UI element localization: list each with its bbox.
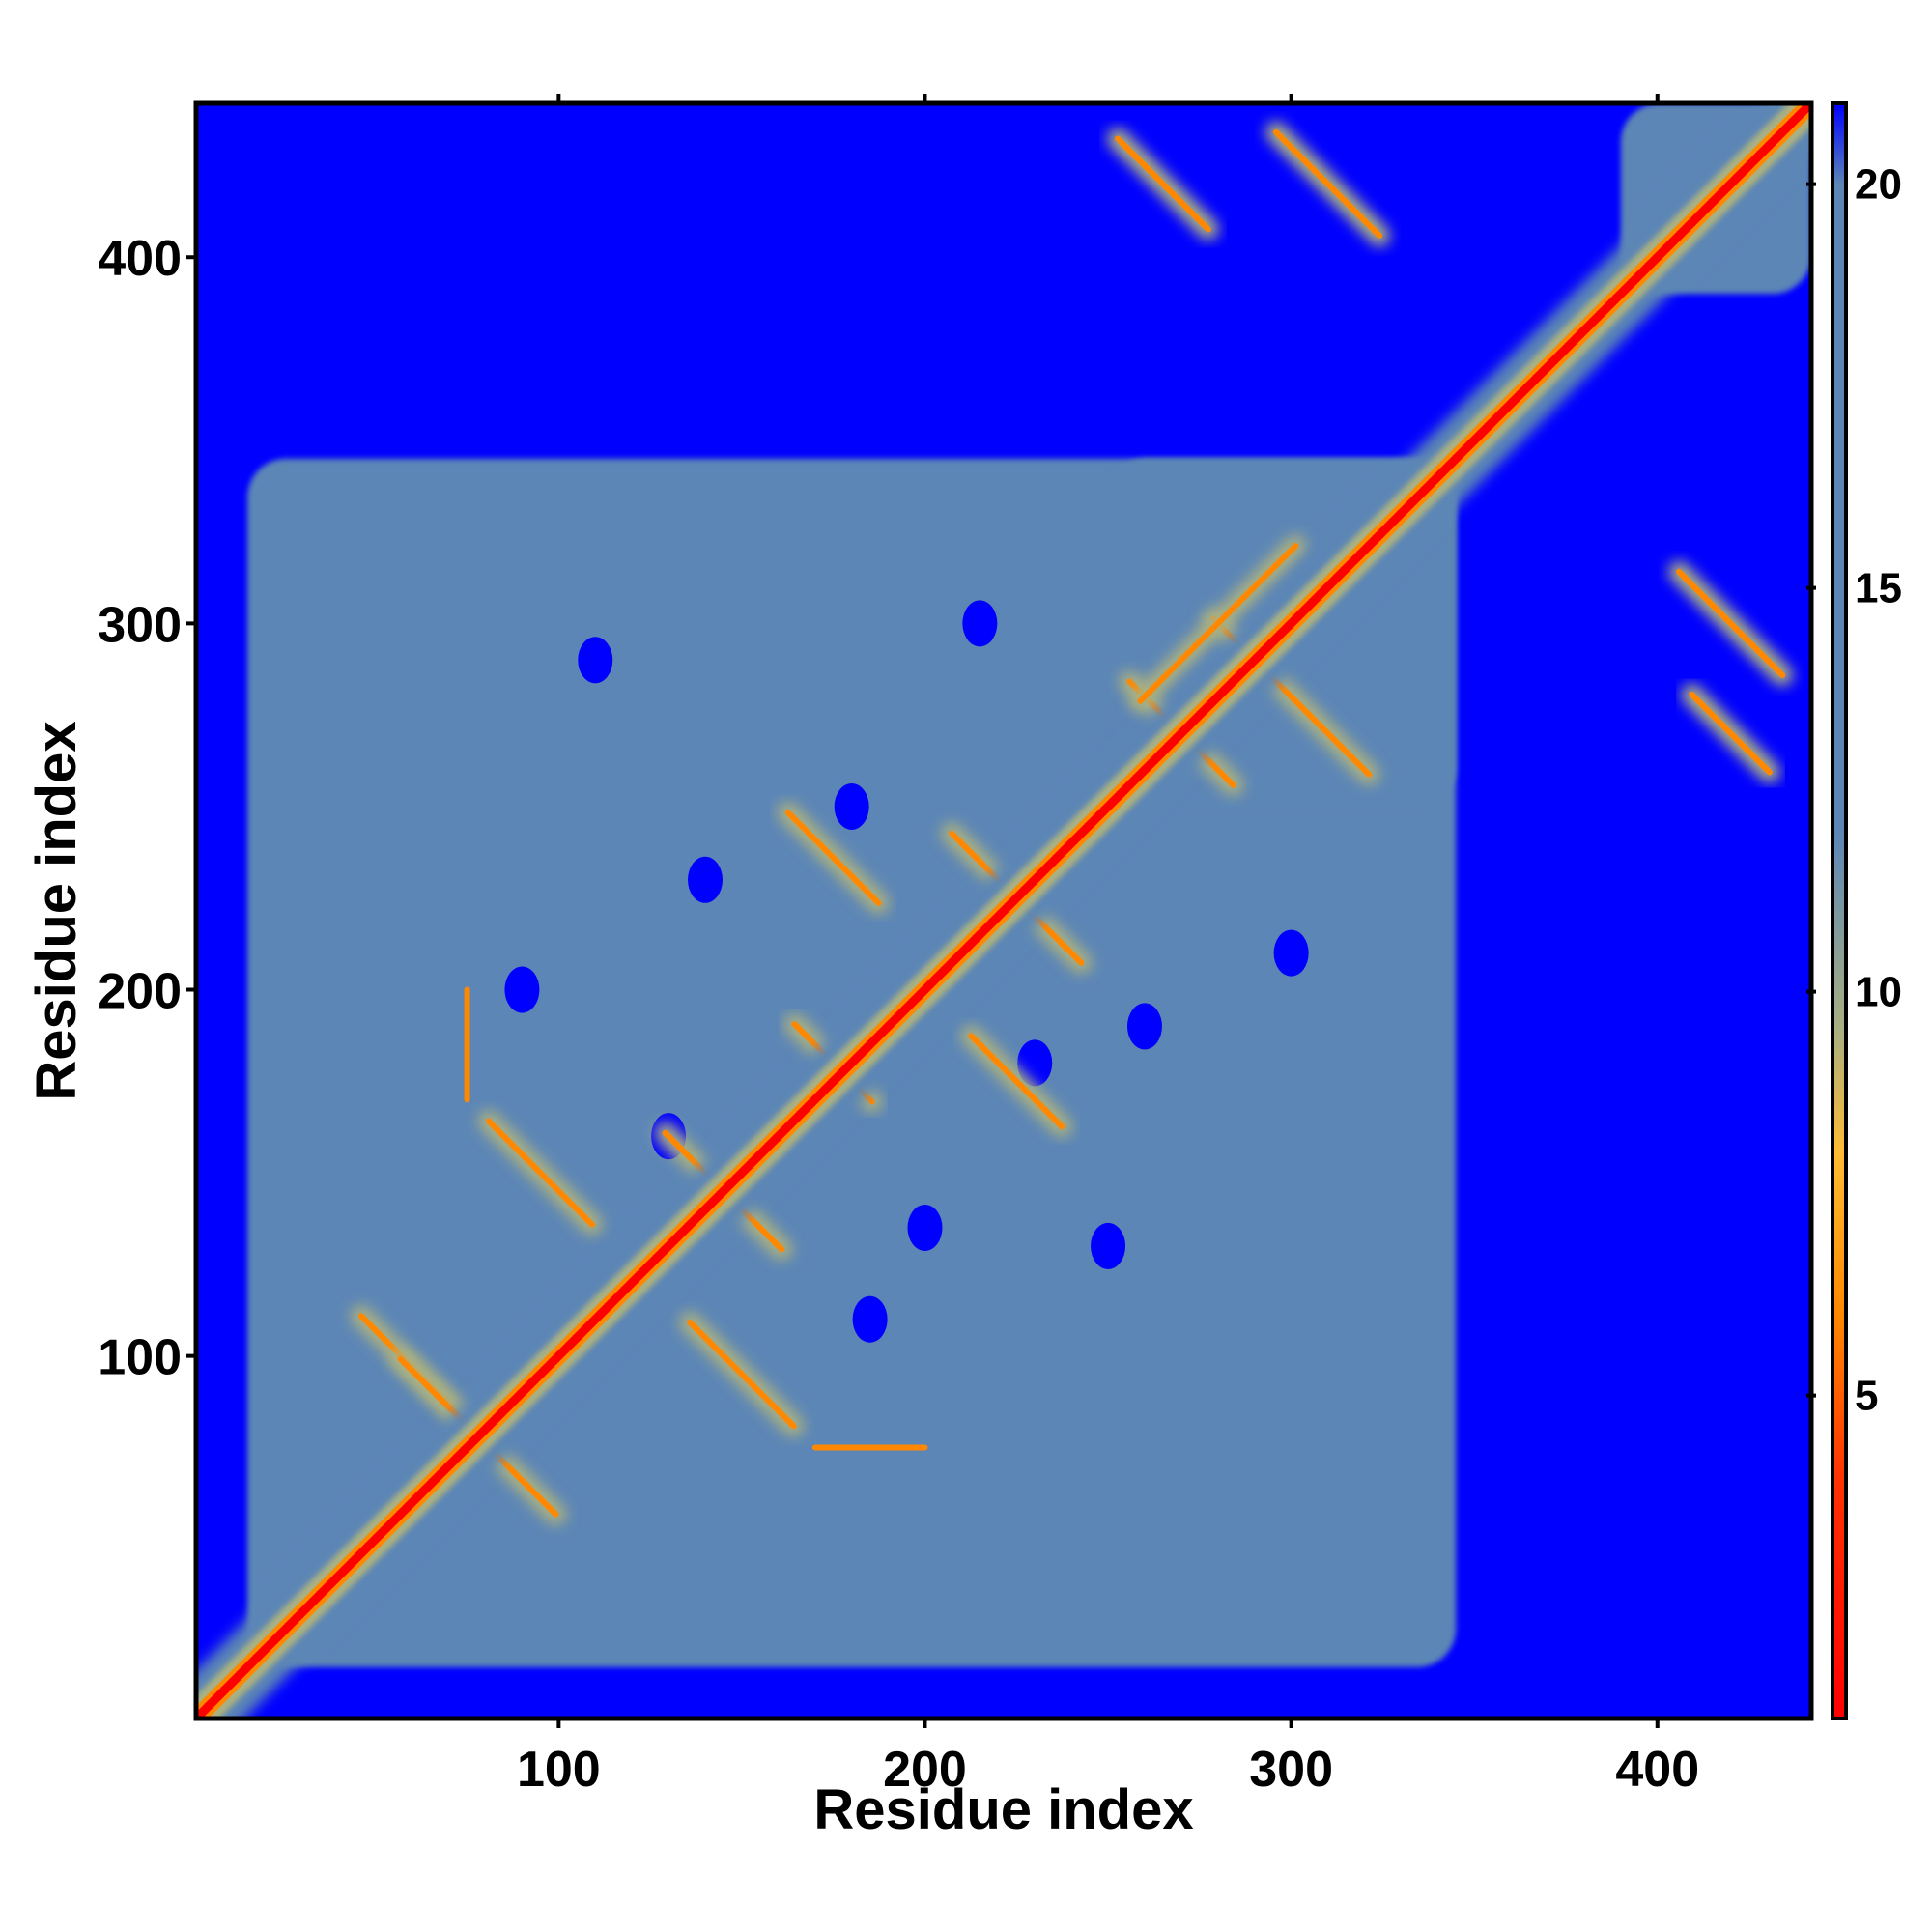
y-tick-label-200: 200 — [98, 964, 182, 1020]
contact-line-13 — [1107, 128, 1219, 241]
contact-line-14 — [1264, 121, 1391, 247]
y-tick-label-100: 100 — [98, 1330, 182, 1386]
domain-gap-1 — [504, 966, 540, 1013]
domain-gap-7 — [852, 1295, 888, 1343]
x-tick-label-400: 400 — [1615, 1742, 1699, 1798]
y-axis: 100 200 300 400 — [98, 231, 196, 1386]
colorbar-tick-label-20: 20 — [1855, 161, 1902, 209]
contact-line-15 — [1667, 560, 1794, 686]
contact-line-3 — [679, 1311, 805, 1437]
y-tick-label-400: 400 — [98, 231, 182, 287]
contact-line-4 — [477, 1110, 604, 1236]
colorbar-gradient — [1831, 101, 1848, 1720]
domain-gap-11 — [834, 782, 869, 830]
x-axis-title: Residue index — [813, 1778, 1193, 1841]
domain-gap-2 — [688, 856, 724, 903]
diagonal-core — [196, 103, 1811, 1719]
x-tick-label-300: 300 — [1249, 1742, 1333, 1798]
x-axis: 100 200 300 400 — [517, 94, 1699, 1798]
domain-gap-3 — [907, 1204, 943, 1251]
domain-gap-6 — [1126, 1003, 1162, 1050]
contact-line-9 — [960, 1025, 1073, 1138]
colorbar: 5 10 15 20 — [1806, 101, 1902, 1720]
contact-line-12 — [1129, 534, 1307, 712]
colorbar-tick-label-15: 15 — [1855, 565, 1902, 612]
diagonal-band — [196, 103, 1811, 1719]
colorbar-tick-label-10: 10 — [1855, 969, 1902, 1016]
domain-gap-4 — [1017, 1039, 1053, 1087]
y-axis-title: Residue index — [25, 721, 88, 1100]
x-tick-label-100: 100 — [517, 1742, 601, 1798]
domain-gap-12 — [1091, 1222, 1126, 1269]
domain-gap-8 — [1273, 929, 1309, 977]
contact-line-6 — [777, 802, 890, 914]
colorbar-tick-label-5: 5 — [1855, 1373, 1878, 1420]
domain-gap-9 — [962, 600, 998, 647]
contact-line-16 — [1681, 683, 1780, 783]
domain-gap-5 — [578, 637, 613, 684]
y-tick-label-300: 300 — [98, 597, 182, 653]
plot-area — [193, 100, 1814, 1721]
plot-frame — [193, 100, 1814, 1721]
colorbar-ticks: 5 10 15 20 — [1806, 161, 1902, 1420]
x-tick-label-200: 200 — [883, 1742, 967, 1798]
